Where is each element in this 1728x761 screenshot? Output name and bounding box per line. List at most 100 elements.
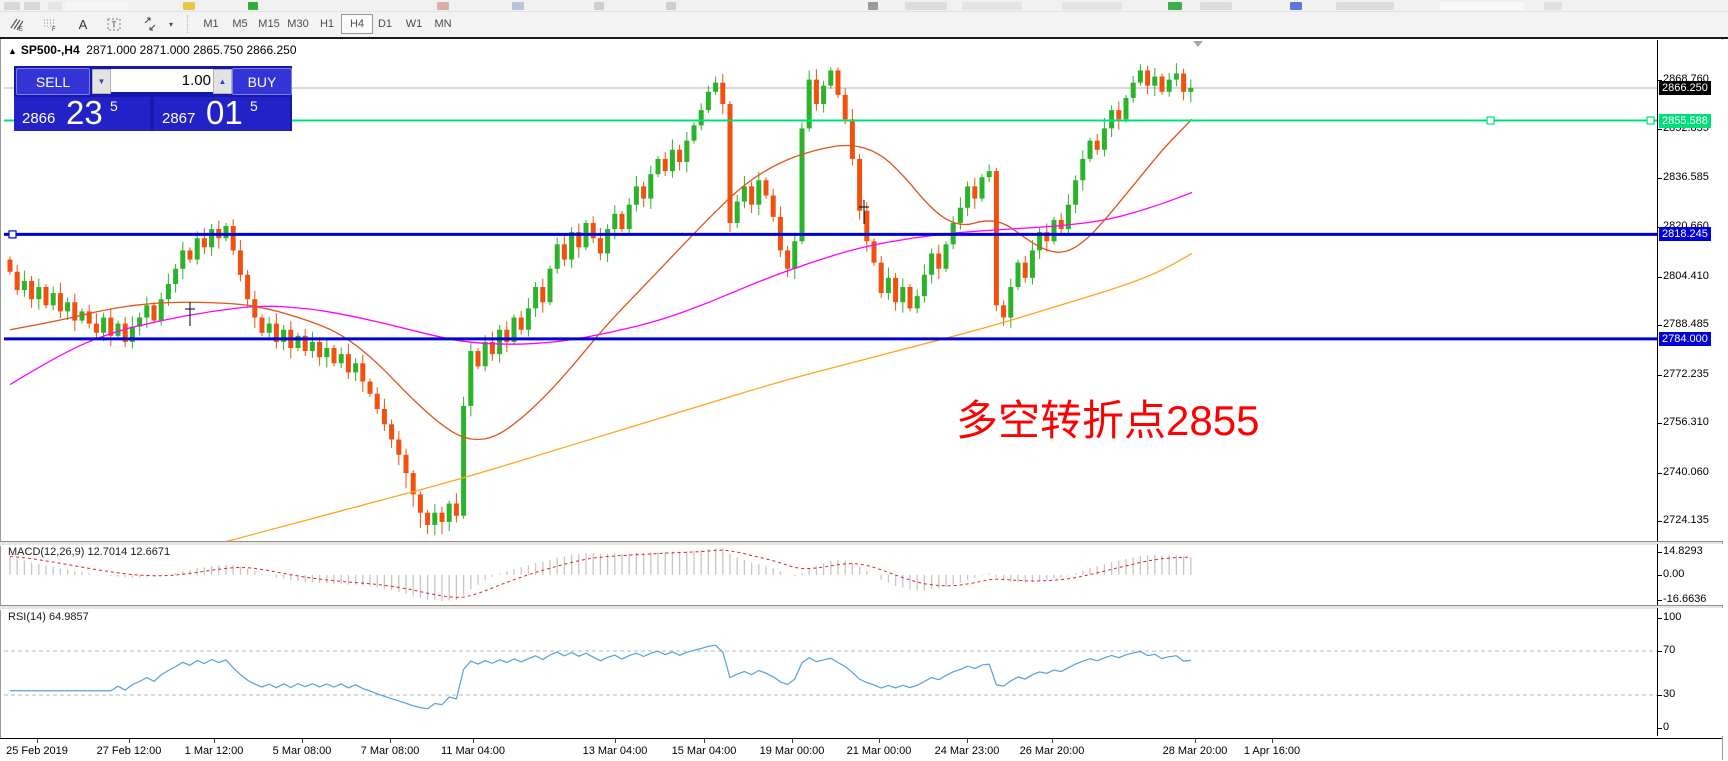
clipped-icon xyxy=(183,2,195,10)
macd-main-value: 12.7014 xyxy=(87,546,128,558)
level-price-badge: 2784.000 xyxy=(1659,331,1711,346)
clipped-icon xyxy=(1200,2,1232,10)
price-tick-label: 2804.410 xyxy=(1663,269,1709,282)
chart-title: ▲ SP500-,H4 2871.000 2871.000 2865.750 28… xyxy=(8,43,297,57)
macd-panel[interactable] xyxy=(3,544,1657,605)
macd-label: MACD(12,26,9) 12.7014 12.6671 xyxy=(8,546,171,558)
clipped-toolbar-row xyxy=(0,0,1728,12)
timeframe-button-m15[interactable]: M15 xyxy=(258,18,280,30)
axis-tick xyxy=(1658,618,1662,619)
rsi-panel[interactable] xyxy=(3,608,1657,736)
cross-marker[interactable] xyxy=(859,200,869,224)
date-tick xyxy=(1052,739,1053,743)
price-axis[interactable]: 2868.760 2852.835 2836.585 2820.660 2804.410… xyxy=(1657,40,1723,541)
volume-up-button[interactable]: ▲ xyxy=(213,69,232,94)
clipped-icon xyxy=(48,2,62,10)
svg-text:T: T xyxy=(112,21,117,30)
date-label: 28 Mar 20:00 xyxy=(1162,745,1228,757)
panel-splitter[interactable] xyxy=(0,541,1722,546)
date-tick xyxy=(967,739,968,743)
price-tick-label: 2788.485 xyxy=(1663,318,1709,331)
date-axis[interactable]: 25 Feb 2019 27 Feb 12:00 1 Mar 12:00 5 Mar … xyxy=(0,738,1722,761)
clipped-icon xyxy=(962,2,1022,10)
price-tick-label: 2756.310 xyxy=(1663,416,1709,429)
axis-tick xyxy=(1658,178,1662,180)
buy-quote[interactable]: 2867 01 5 xyxy=(154,97,290,131)
buy-button[interactable]: BUY xyxy=(232,68,292,95)
timeframe-button-w1[interactable]: W1 xyxy=(405,18,423,30)
clipped-icon xyxy=(1336,2,1394,10)
date-label: 1 Mar 12:00 xyxy=(184,745,244,757)
date-tick xyxy=(1272,739,1273,743)
date-tick xyxy=(214,739,215,743)
axis-tick xyxy=(1658,325,1662,327)
rsi-axis[interactable]: 100 70 30 0 xyxy=(1657,608,1723,736)
clipped-icon xyxy=(594,2,604,10)
chevron-down-icon[interactable]: ▾ xyxy=(168,19,173,29)
date-label: 25 Feb 2019 xyxy=(6,745,68,757)
panel-collapse-icon[interactable]: ▲ xyxy=(8,46,17,56)
axis-tick xyxy=(1658,276,1662,278)
chart-shift-marker[interactable] xyxy=(1193,41,1203,47)
clipped-icon xyxy=(512,2,524,10)
timeframe-button-h4[interactable]: H4 xyxy=(341,14,373,34)
rsi-tick-label: 100 xyxy=(1663,611,1682,623)
clipped-icon xyxy=(248,2,258,10)
toolbar-separator xyxy=(187,15,189,33)
sell-button[interactable]: SELL xyxy=(16,68,90,95)
axis-tick xyxy=(1658,728,1662,729)
line-handle[interactable] xyxy=(8,230,17,239)
clipped-icon xyxy=(4,2,20,10)
axis-tick xyxy=(1658,80,1662,82)
arrow-objects-icon[interactable] xyxy=(138,14,162,34)
volume-input[interactable]: 1.00 xyxy=(111,69,217,92)
one-click-trade-panel: SELL ▼ 1.00 ▲ BUY 2866 23 5 2867 01 5 xyxy=(14,66,292,131)
price-tick-label: 2836.585 xyxy=(1663,171,1709,184)
clipped-icon xyxy=(24,2,40,10)
clipped-icon xyxy=(905,2,947,10)
clipped-icon xyxy=(437,2,449,10)
clipped-icon xyxy=(1062,2,1122,10)
rsi-tick-label: 30 xyxy=(1663,688,1676,700)
line-handle[interactable] xyxy=(1646,116,1655,125)
clipped-icon xyxy=(66,2,128,10)
clipped-icon xyxy=(1440,2,1524,10)
date-label: 7 Mar 08:00 xyxy=(360,745,420,757)
date-tick xyxy=(37,739,38,743)
sell-quote-integer: 2866 xyxy=(22,110,56,127)
axis-tick xyxy=(1658,651,1662,652)
fast-ma xyxy=(9,118,1193,441)
timeframe-button-mn[interactable]: MN xyxy=(434,18,452,30)
text-box-icon[interactable]: T xyxy=(104,14,124,34)
macd-axis[interactable]: 14.8293 0.00 -16.6636 xyxy=(1657,544,1723,605)
timeframe-button-m1[interactable]: M1 xyxy=(203,18,219,30)
axis-tick xyxy=(1658,472,1662,474)
grid-icon[interactable]: F xyxy=(38,14,62,34)
date-label: 11 Mar 04:00 xyxy=(440,745,506,757)
date-tick xyxy=(129,739,130,743)
toolbar: E F A T ▾ M1 M5 M15 M30 H1 H4 D1 W1 MN xyxy=(0,12,1728,37)
date-label: 13 Mar 04:00 xyxy=(582,745,648,757)
timeframe-button-m30[interactable]: M30 xyxy=(287,18,309,30)
timeframe-button-m5[interactable]: M5 xyxy=(232,18,248,30)
mid-ma xyxy=(9,191,1193,386)
rsi-line xyxy=(10,644,1191,710)
chart-window-top-border xyxy=(0,37,1728,39)
timeframe-button-d1[interactable]: D1 xyxy=(377,18,393,30)
indicators-icon[interactable]: E xyxy=(6,14,28,34)
axis-tick xyxy=(1658,521,1662,523)
clipped-icon xyxy=(1168,2,1182,10)
panel-splitter[interactable] xyxy=(0,605,1722,610)
date-tick xyxy=(1195,739,1196,743)
sell-quote[interactable]: 2866 23 5 xyxy=(14,97,150,131)
sell-quote-pips: 23 xyxy=(66,97,103,131)
chart-annotation-text[interactable]: 多空转折点2855 xyxy=(956,397,1260,444)
timeframe-button-h1[interactable]: H1 xyxy=(319,18,335,30)
text-label-icon[interactable]: A xyxy=(78,16,88,32)
volume-down-button[interactable]: ▼ xyxy=(92,69,111,94)
price-tick-label: 2724.135 xyxy=(1663,514,1709,527)
axis-tick xyxy=(1658,374,1662,376)
macd-tick-label: -16.6636 xyxy=(1663,593,1707,606)
line-handle[interactable] xyxy=(1486,116,1495,125)
cross-marker[interactable] xyxy=(185,302,195,326)
